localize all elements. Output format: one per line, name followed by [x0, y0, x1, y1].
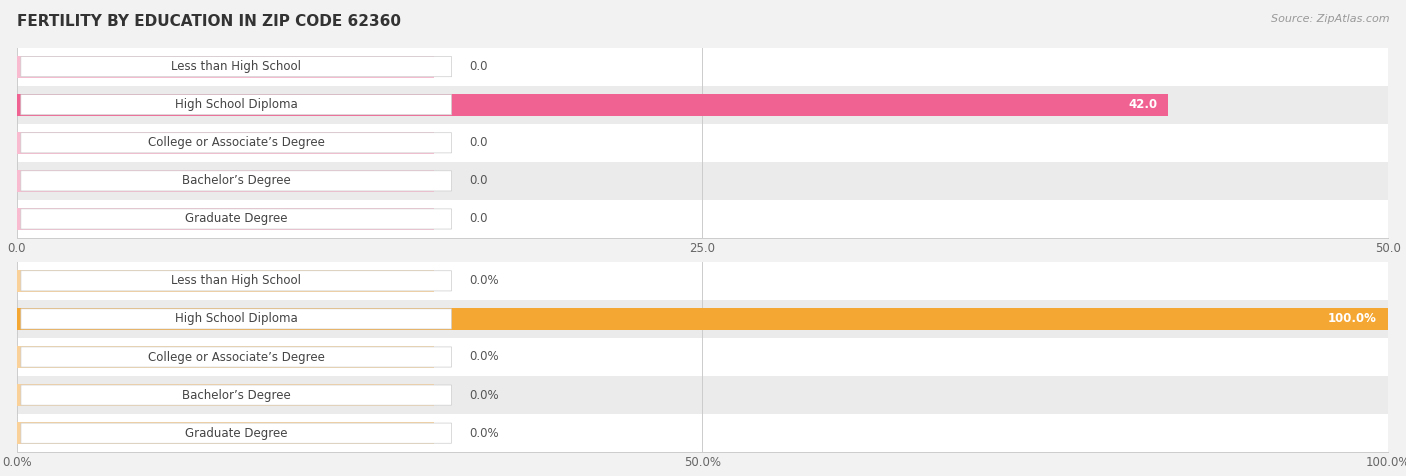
Text: Less than High School: Less than High School	[172, 274, 301, 288]
Text: 0.0%: 0.0%	[470, 426, 499, 440]
Text: High School Diploma: High School Diploma	[174, 312, 298, 326]
FancyBboxPatch shape	[21, 423, 451, 443]
Bar	[17, 94, 1168, 116]
FancyBboxPatch shape	[21, 171, 451, 191]
Bar	[17, 384, 433, 406]
Text: Source: ZipAtlas.com: Source: ZipAtlas.com	[1271, 14, 1389, 24]
Text: 0.0: 0.0	[470, 60, 488, 73]
Text: High School Diploma: High School Diploma	[174, 98, 298, 111]
Bar	[17, 376, 1388, 414]
Bar	[17, 338, 1388, 376]
Bar	[17, 422, 433, 444]
Bar	[17, 346, 433, 368]
Text: Less than High School: Less than High School	[172, 60, 301, 73]
FancyBboxPatch shape	[21, 133, 451, 153]
FancyBboxPatch shape	[21, 385, 451, 405]
Bar	[17, 414, 1388, 452]
FancyBboxPatch shape	[21, 95, 451, 115]
Bar	[17, 132, 433, 154]
Text: Bachelor’s Degree: Bachelor’s Degree	[181, 174, 291, 188]
Bar	[17, 270, 433, 292]
Bar	[17, 162, 1388, 200]
Bar	[17, 300, 1388, 338]
Bar	[17, 48, 1388, 86]
Text: 0.0%: 0.0%	[470, 274, 499, 288]
Bar	[17, 170, 433, 192]
Text: 0.0: 0.0	[470, 174, 488, 188]
Text: 100.0%: 100.0%	[1327, 312, 1376, 326]
FancyBboxPatch shape	[21, 309, 451, 329]
FancyBboxPatch shape	[21, 271, 451, 291]
Text: 0.0: 0.0	[470, 136, 488, 149]
Text: FERTILITY BY EDUCATION IN ZIP CODE 62360: FERTILITY BY EDUCATION IN ZIP CODE 62360	[17, 14, 401, 30]
Bar	[17, 124, 1388, 162]
Bar	[17, 208, 433, 230]
Text: Graduate Degree: Graduate Degree	[186, 212, 287, 226]
FancyBboxPatch shape	[21, 57, 451, 77]
Text: Graduate Degree: Graduate Degree	[186, 426, 287, 440]
FancyBboxPatch shape	[21, 209, 451, 229]
Bar	[17, 262, 1388, 300]
Text: 0.0: 0.0	[470, 212, 488, 226]
FancyBboxPatch shape	[21, 347, 451, 367]
Bar	[17, 86, 1388, 124]
Text: College or Associate’s Degree: College or Associate’s Degree	[148, 136, 325, 149]
Text: College or Associate’s Degree: College or Associate’s Degree	[148, 350, 325, 364]
Bar	[17, 56, 433, 78]
Bar	[17, 200, 1388, 238]
Text: 0.0%: 0.0%	[470, 388, 499, 402]
Text: 0.0%: 0.0%	[470, 350, 499, 364]
Text: Bachelor’s Degree: Bachelor’s Degree	[181, 388, 291, 402]
Text: 42.0: 42.0	[1128, 98, 1157, 111]
Bar	[17, 308, 1388, 330]
